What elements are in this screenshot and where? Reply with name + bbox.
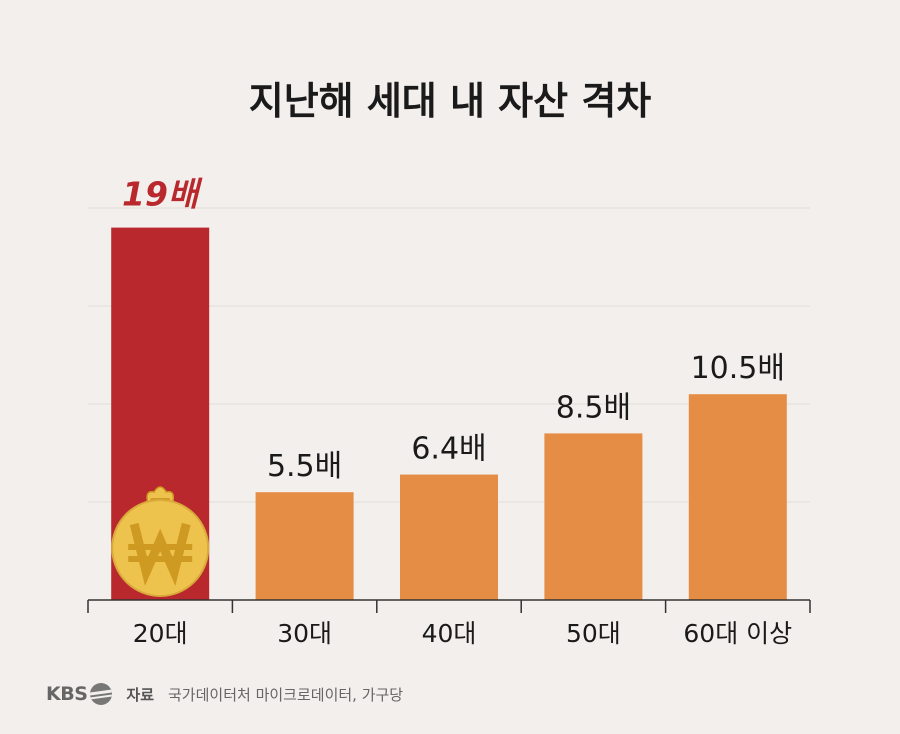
bar-value-label: 10.5배	[691, 351, 785, 386]
x-tick-label: 30대	[277, 619, 332, 648]
bar-5	[688, 394, 787, 600]
chart-title: 지난해 세대 내 자산 격차	[248, 79, 652, 123]
x-tick-label: 20대	[133, 619, 188, 648]
kbs-logo-icon	[90, 683, 113, 705]
won-money-bag-icon	[111, 486, 210, 597]
bar-value-label: 5.5배	[267, 449, 342, 484]
bar-value-label: 6.4배	[411, 432, 486, 467]
bar-value-label: 8.5배	[556, 390, 631, 425]
bar-3	[400, 474, 498, 600]
kbs-logo: KBS	[46, 683, 113, 705]
source-label: 자료	[126, 685, 154, 704]
source-text: 국가데이터처 마이크로데이터, 가구당	[168, 685, 404, 704]
x-tick-label: 40대	[422, 619, 477, 648]
x-tick-label: 60대 이상	[683, 619, 792, 648]
kbs-logo-text: KBS	[46, 683, 88, 705]
bar-4	[544, 433, 643, 600]
bar-value-label: 19배	[122, 175, 203, 214]
bar-2	[255, 492, 354, 600]
x-tick-label: 50대	[566, 619, 621, 648]
footer: KBS 자료 국가데이터처 마이크로데이터, 가구당	[46, 683, 403, 705]
